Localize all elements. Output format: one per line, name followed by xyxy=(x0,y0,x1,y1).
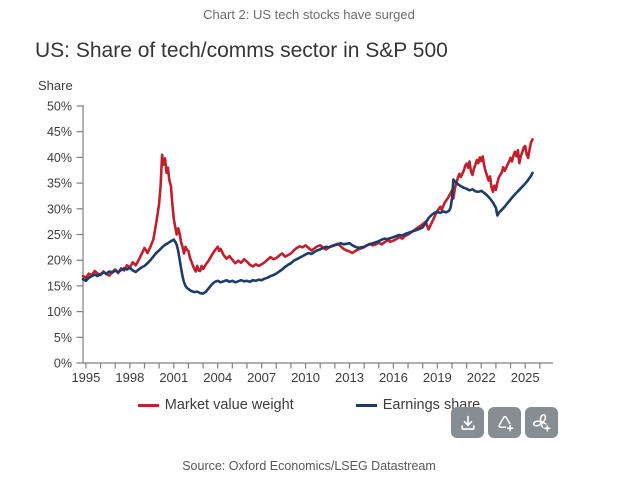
chart-toolbar xyxy=(451,407,558,438)
pinwheel-plus-icon xyxy=(532,413,551,432)
x-tick-label: 1995 xyxy=(71,370,100,385)
x-tick-label: 1998 xyxy=(115,370,144,385)
triangle-plus-icon xyxy=(497,415,514,432)
y-tick-label: 25% xyxy=(47,228,72,242)
legend-swatch-navy-line-icon xyxy=(355,403,377,407)
x-tick-label: 2004 xyxy=(203,370,232,385)
y-tick-label: 20% xyxy=(47,254,72,268)
add-alert-button[interactable] xyxy=(488,407,521,438)
y-tick-label: 45% xyxy=(47,125,72,139)
x-tick-label: 2022 xyxy=(467,370,496,385)
page-title: US: Share of tech/comms sector in S&P 50… xyxy=(35,39,448,62)
legend-item-market-value-weight: Market value weight xyxy=(137,397,294,413)
y-tick-label: 35% xyxy=(47,177,72,191)
download-icon xyxy=(460,415,475,430)
y-tick-label: 0% xyxy=(54,357,72,371)
legend-label: Market value weight xyxy=(164,397,294,413)
series-line-market-value-weight xyxy=(81,138,534,280)
y-tick-label: 15% xyxy=(47,279,72,293)
source-attribution: Source: Oxford Economics/LSEG Datastream xyxy=(182,459,436,473)
y-tick-label: 30% xyxy=(47,202,72,216)
x-tick-label: 2007 xyxy=(247,370,276,385)
add-series-button[interactable] xyxy=(525,407,558,438)
y-tick-label: 40% xyxy=(47,151,72,165)
x-tick-label: 2010 xyxy=(291,370,320,385)
y-axis-unit-label: Share xyxy=(38,78,73,93)
y-tick-label: 50% xyxy=(47,100,72,114)
chart-legend: Market value weight Earnings share xyxy=(0,397,618,413)
y-tick-label: 10% xyxy=(47,305,72,319)
y-tick-label: 5% xyxy=(54,331,72,345)
x-tick-label: 2013 xyxy=(335,370,364,385)
download-button[interactable] xyxy=(451,407,484,438)
x-tick-label: 2016 xyxy=(379,370,408,385)
x-tick-label: 2001 xyxy=(159,370,188,385)
x-tick-label: 2025 xyxy=(511,370,540,385)
legend-swatch-red-line-icon xyxy=(137,403,159,407)
series-line-earnings-share xyxy=(81,171,534,295)
chart-caption: Chart 2: US tech stocks have surged xyxy=(203,7,415,22)
x-tick-label: 2019 xyxy=(423,370,452,385)
